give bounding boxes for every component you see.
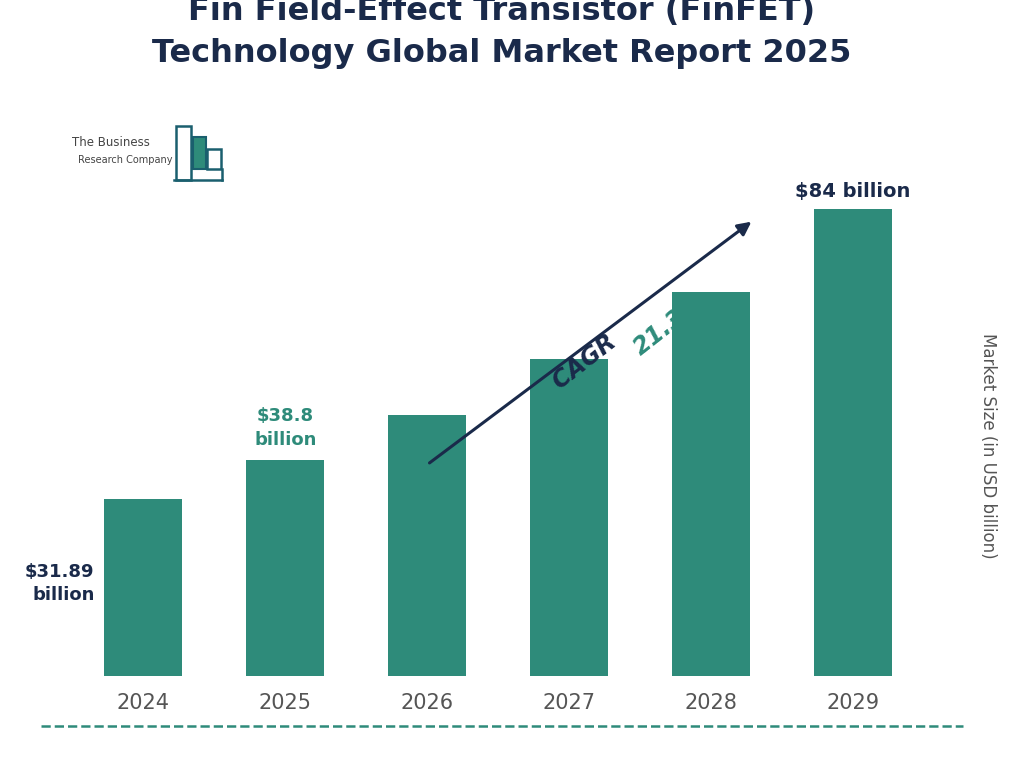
- Text: $84 billion: $84 billion: [796, 181, 910, 200]
- Bar: [193, 137, 206, 169]
- Bar: [176, 126, 190, 180]
- Bar: [672, 293, 751, 676]
- Text: The Business: The Business: [72, 137, 150, 149]
- Bar: [530, 359, 608, 676]
- Text: Research Company: Research Company: [78, 154, 172, 165]
- Text: $31.89
billion: $31.89 billion: [25, 563, 94, 604]
- Bar: [388, 415, 466, 676]
- Text: 21.3%: 21.3%: [629, 291, 709, 360]
- Bar: [104, 498, 182, 676]
- Bar: [247, 460, 325, 676]
- Bar: [208, 149, 220, 169]
- Text: Market Size (in USD billion): Market Size (in USD billion): [979, 333, 997, 558]
- Text: CAGR: CAGR: [548, 324, 627, 393]
- Bar: [814, 209, 892, 676]
- Title: Fin Field-Effect Transistor (FinFET)
Technology Global Market Report 2025: Fin Field-Effect Transistor (FinFET) Tec…: [153, 0, 851, 68]
- Text: $38.8
billion: $38.8 billion: [254, 408, 316, 449]
